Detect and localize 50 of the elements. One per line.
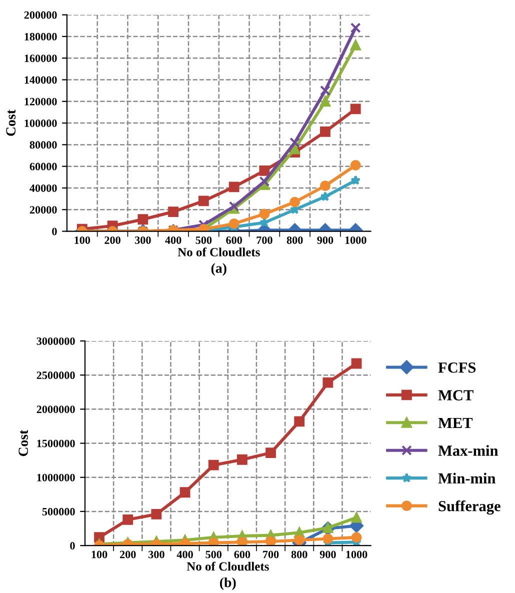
y-tick-label: 100000 — [24, 120, 57, 128]
legend-label: FCFS — [438, 362, 476, 373]
x-tick-label: 100 — [74, 236, 90, 244]
x-tick-label: 800 — [286, 236, 303, 244]
x-tick-label: 100 — [92, 550, 108, 558]
x-tick-label: 400 — [176, 550, 193, 558]
y-tick-label: 180000 — [24, 32, 57, 40]
legend-label: MCT — [438, 390, 474, 400]
y-tick-label: 0 — [70, 542, 75, 550]
legend-label: Max-min — [438, 445, 498, 456]
x-tick-label: 400 — [165, 236, 182, 244]
x-tick-label: 500 — [196, 236, 212, 244]
text: (b) — [220, 577, 236, 590]
y-tick-label: 1500000 — [37, 440, 75, 448]
text: (a) — [211, 263, 226, 276]
x-tick-label: 1000 — [345, 236, 366, 244]
y-tick-label: 1000000 — [37, 474, 75, 482]
y-tick-label: 3000000 — [36, 337, 75, 345]
legend-label: Sufferage — [438, 500, 500, 515]
x-axis-title: No of Cloudlets — [178, 247, 260, 256]
x-axis-title: No of Cloudlets — [186, 562, 269, 571]
x-tick-label: 500 — [206, 550, 222, 558]
y-tick-label: 500000 — [42, 508, 75, 516]
y-tick-label: 40000 — [30, 184, 57, 192]
x-tick-label: 1000 — [346, 550, 368, 558]
y-tick-label: 140000 — [24, 76, 57, 84]
x-tick-label: 600 — [226, 236, 242, 244]
x-tick-label: 700 — [256, 236, 272, 244]
y-tick-label: 60000 — [30, 162, 57, 170]
y-tick-label: 2500000 — [36, 372, 75, 380]
x-tick-label: 700 — [263, 550, 279, 558]
x-tick-label: 200 — [120, 550, 136, 558]
y-axis-title: Cost — [6, 110, 16, 136]
y-tick-label: 2000000 — [36, 406, 75, 414]
y-tick-label: 0 — [52, 228, 57, 236]
legend-label: MET — [438, 418, 473, 428]
x-tick-label: 300 — [148, 550, 164, 558]
x-tick-label: 800 — [291, 550, 308, 558]
x-tick-label: 300 — [135, 236, 151, 244]
y-tick-label: 160000 — [24, 54, 57, 62]
y-axis-title: Cost — [18, 430, 28, 456]
x-tick-label: 900 — [320, 550, 336, 558]
x-tick-label: 600 — [234, 550, 250, 558]
x-tick-label: 900 — [317, 236, 334, 244]
legend-label: Min-min — [438, 472, 496, 484]
x-tick-label: 200 — [104, 236, 120, 244]
y-tick-label: 200000 — [24, 11, 57, 19]
y-tick-label: 120000 — [24, 98, 57, 106]
y-tick-label: 80000 — [30, 141, 57, 149]
y-tick-label: 20000 — [30, 206, 57, 214]
